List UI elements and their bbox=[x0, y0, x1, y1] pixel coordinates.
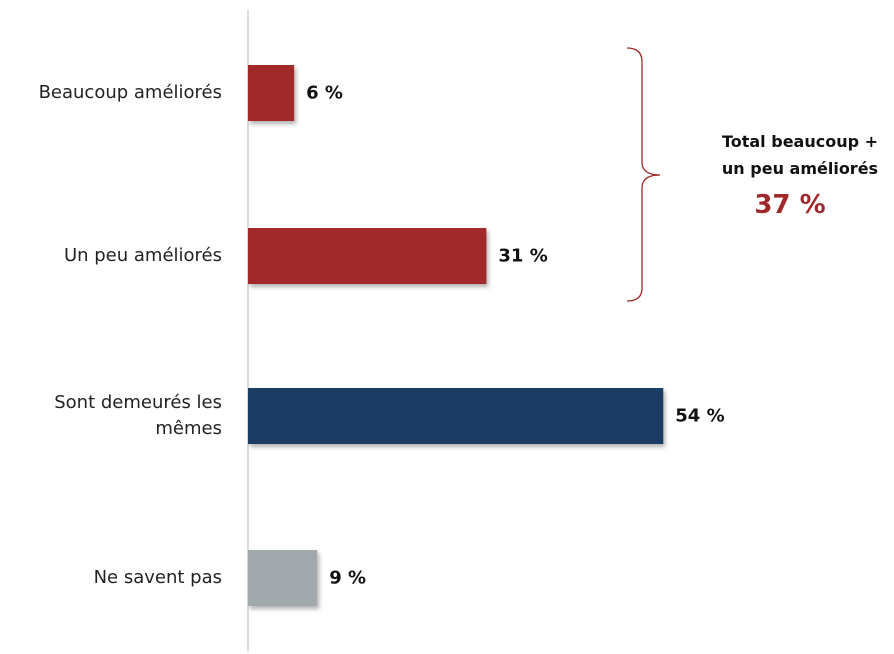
annotation-text: Total beaucoup + bbox=[721, 132, 879, 151]
value-label: 54 % bbox=[675, 405, 725, 427]
annotation-value: 37 % bbox=[754, 190, 826, 220]
category-label: Sont demeurés les mêmes bbox=[54, 392, 222, 439]
annotation-text: un peu améliorés bbox=[721, 159, 879, 178]
value-label: 31 % bbox=[498, 245, 548, 267]
category-label: Ne savent pas bbox=[93, 567, 222, 588]
category-label: Un peu améliorés bbox=[63, 245, 222, 266]
value-label: 9 % bbox=[329, 567, 367, 589]
bar bbox=[248, 65, 295, 121]
bar bbox=[248, 388, 664, 444]
brace bbox=[626, 47, 661, 302]
bar bbox=[248, 228, 487, 284]
bar bbox=[248, 550, 318, 606]
category-label: Beaucoup améliorés bbox=[38, 82, 222, 103]
value-label: 6 % bbox=[306, 82, 343, 104]
